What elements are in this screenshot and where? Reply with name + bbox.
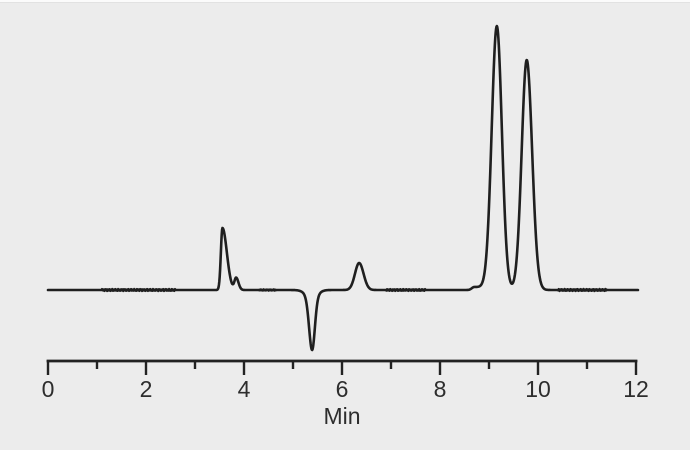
- x-axis-tick-label: 12: [623, 376, 649, 402]
- x-axis-tick-label: 8: [434, 376, 447, 402]
- card-top-highlight: [0, 0, 690, 2]
- x-axis-tick-label: 2: [140, 376, 153, 402]
- x-axis-tick-label: 10: [525, 376, 551, 402]
- x-axis-tick-label: 0: [42, 376, 55, 402]
- x-axis-tick-label: 4: [238, 376, 251, 402]
- chromatogram-trace: [46, 24, 640, 352]
- card-top-border: [0, 2, 690, 3]
- x-axis-tick-label: 6: [336, 376, 349, 402]
- x-axis-label: Min: [323, 403, 361, 429]
